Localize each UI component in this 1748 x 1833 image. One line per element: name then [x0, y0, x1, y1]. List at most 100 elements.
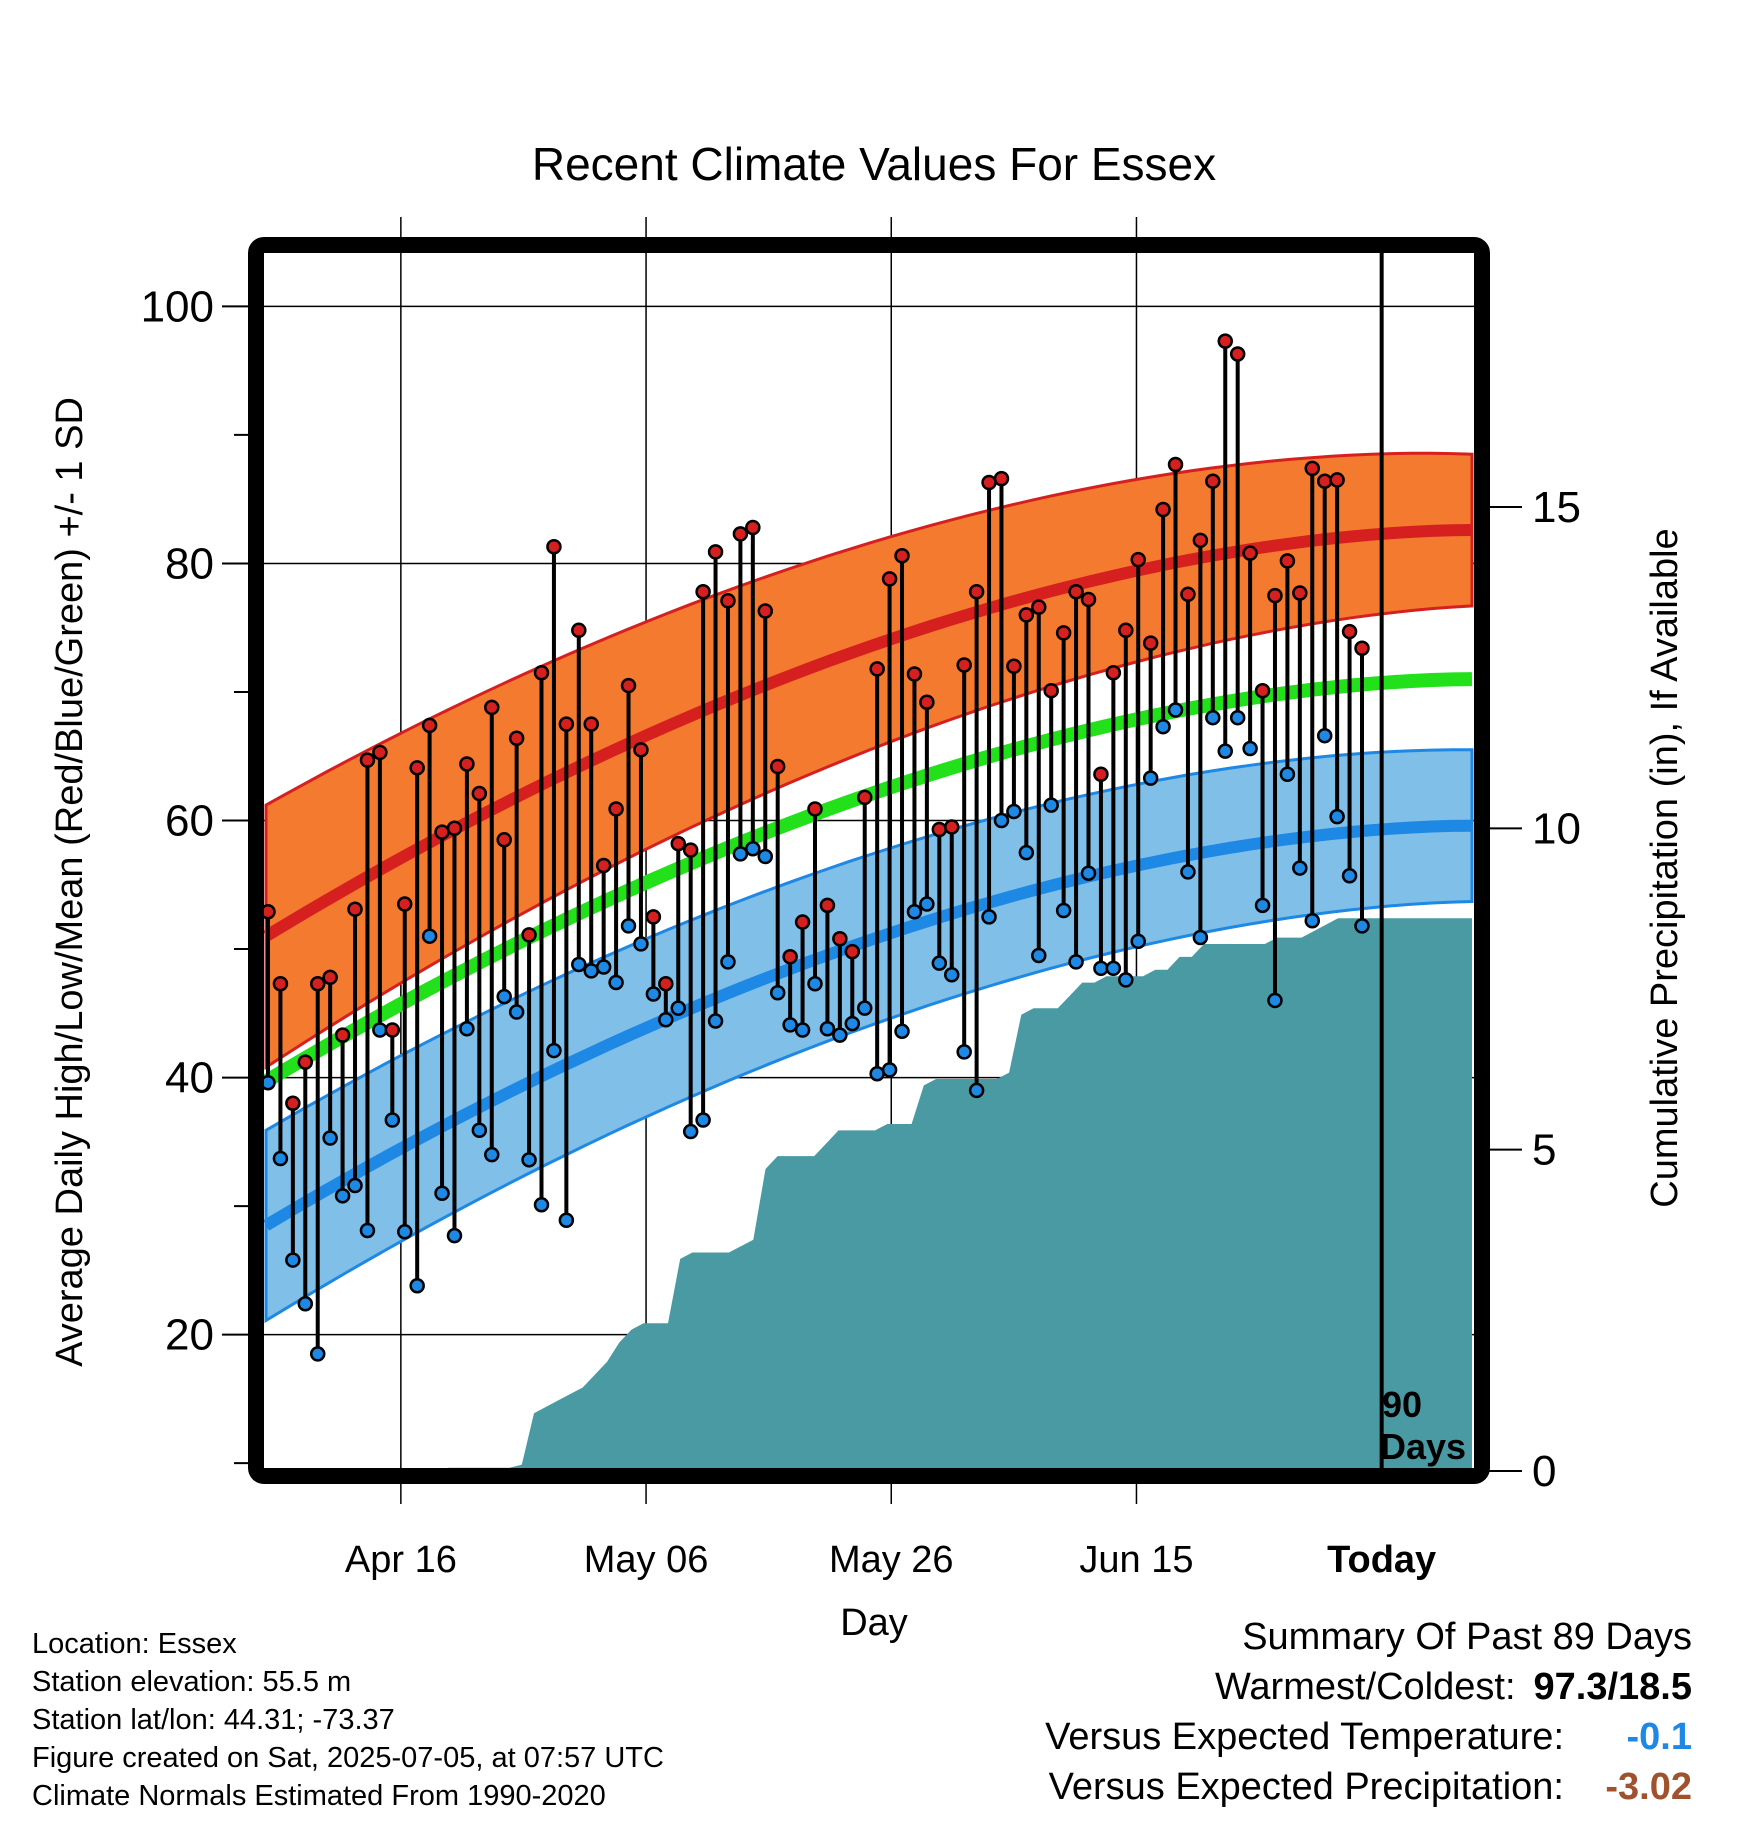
- high-point: [322, 969, 338, 986]
- low-point: [1329, 808, 1345, 825]
- high-point: [1304, 460, 1321, 477]
- low-point: [546, 1042, 562, 1059]
- high-point: [434, 824, 450, 840]
- low-point: [832, 1027, 848, 1043]
- y-tick-label: 40: [165, 1054, 214, 1103]
- x-tick-label: Today: [1327, 1539, 1436, 1581]
- high-point: [1316, 473, 1333, 489]
- high-point: [1080, 591, 1097, 608]
- low-point: [583, 963, 599, 979]
- low-point: [1142, 770, 1159, 786]
- high-point: [1006, 658, 1022, 675]
- summary-title: Summary Of Past 89 Days: [1242, 1616, 1692, 1658]
- low-point: [322, 1130, 338, 1146]
- high-point: [409, 760, 425, 776]
- low-point: [359, 1222, 376, 1239]
- x-tick-label: Apr 16: [345, 1539, 457, 1581]
- x-tick-label: Jun 15: [1079, 1539, 1193, 1581]
- chart-title: Recent Climate Values For Essex: [532, 138, 1216, 190]
- high-point: [695, 583, 711, 600]
- high-point: [484, 699, 500, 716]
- high-point: [285, 1095, 301, 1112]
- low-point: [508, 1004, 525, 1020]
- low-point: [409, 1278, 425, 1294]
- low-point: [484, 1146, 500, 1163]
- plot-frame: [248, 237, 1490, 1484]
- low-point: [620, 918, 637, 934]
- high-point: [1229, 346, 1246, 362]
- high-point: [670, 835, 686, 852]
- high-point: [297, 1054, 314, 1070]
- low-point: [384, 1112, 401, 1128]
- high-point: [1292, 585, 1308, 601]
- high-point: [608, 801, 624, 817]
- low-point: [956, 1044, 972, 1060]
- high-point: [881, 571, 898, 587]
- low-point: [968, 1082, 985, 1099]
- low-point: [757, 848, 774, 865]
- low-point: [1192, 929, 1209, 946]
- high-point: [981, 474, 997, 491]
- high-point: [521, 927, 537, 943]
- low-point: [856, 1000, 873, 1016]
- low-point: [533, 1197, 550, 1213]
- low-point: [906, 904, 923, 920]
- station-info: Location: Essex Station elevation: 55.5 …: [32, 1625, 664, 1815]
- y2-tick-label: 0: [1532, 1447, 1556, 1496]
- figure-created: Figure created on Sat, 2025-07-05, at 07…: [32, 1742, 664, 1774]
- high-point: [745, 519, 761, 536]
- summary-precip-row: Versus Expected Precipitation: -3.02: [1045, 1762, 1692, 1812]
- low-point: [372, 1022, 388, 1038]
- low-point: [1155, 718, 1171, 735]
- high-point: [372, 744, 388, 761]
- low-point: [397, 1224, 413, 1240]
- high-point: [1180, 586, 1196, 603]
- high-point: [595, 857, 612, 874]
- y-tick-label: 80: [165, 539, 214, 588]
- high-point: [496, 832, 512, 848]
- low-point: [1217, 743, 1233, 759]
- high-point: [508, 730, 525, 747]
- y2-axis-label: Cumulative Precipitation (in), If Availa…: [1644, 528, 1686, 1207]
- low-point: [931, 955, 948, 971]
- high-point: [459, 756, 475, 772]
- high-point: [1192, 532, 1209, 549]
- high-point: [807, 801, 823, 817]
- low-point: [732, 846, 749, 862]
- low-point: [421, 928, 438, 944]
- y2-tick-label: 15: [1532, 483, 1581, 532]
- low-point: [446, 1227, 463, 1244]
- high-point: [359, 752, 376, 768]
- high-point: [397, 896, 413, 912]
- low-point: [1018, 844, 1035, 861]
- high-point: [558, 716, 575, 732]
- low-point: [1068, 954, 1084, 970]
- high-point: [832, 931, 848, 947]
- low-point: [558, 1212, 575, 1228]
- high-point: [546, 539, 562, 555]
- low-point: [347, 1177, 363, 1194]
- low-point: [769, 984, 786, 1001]
- low-point: [807, 975, 823, 992]
- high-point: [720, 592, 736, 609]
- low-point: [695, 1112, 711, 1128]
- high-point: [1279, 553, 1296, 569]
- low-point: [1130, 933, 1146, 950]
- high-point: [944, 819, 960, 835]
- high-point: [1205, 473, 1221, 489]
- low-point: [869, 1065, 885, 1082]
- low-point: [608, 974, 624, 991]
- high-point: [1130, 551, 1146, 568]
- high-point: [633, 742, 649, 758]
- high-point: [1031, 599, 1047, 615]
- high-point: [471, 785, 488, 802]
- high-point: [1167, 456, 1184, 473]
- high-point: [620, 677, 637, 694]
- today-days-count: 90: [1382, 1384, 1422, 1425]
- high-point: [309, 975, 326, 992]
- x-tick-label: May 06: [584, 1539, 709, 1581]
- high-point: [819, 897, 836, 914]
- x-tick-label: May 26: [829, 1539, 954, 1581]
- high-point: [1267, 587, 1283, 604]
- y-tick-label: 20: [165, 1311, 214, 1360]
